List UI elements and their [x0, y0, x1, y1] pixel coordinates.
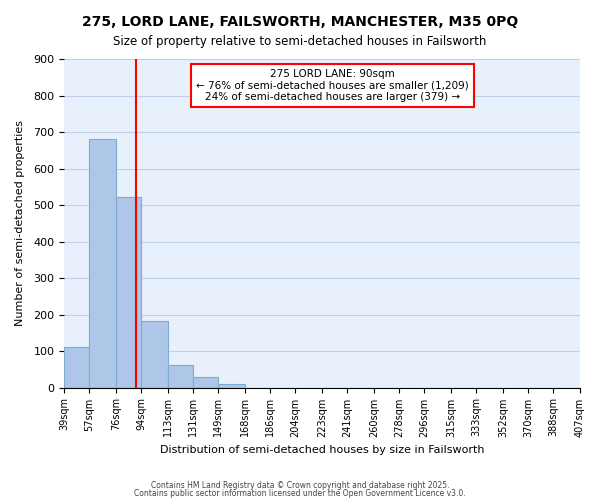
Text: 275, LORD LANE, FAILSWORTH, MANCHESTER, M35 0PQ: 275, LORD LANE, FAILSWORTH, MANCHESTER, … [82, 15, 518, 29]
Bar [64, 346, 89, 388]
Bar [116, 196, 141, 388]
Bar [193, 377, 218, 388]
Text: 275 LORD LANE: 90sqm
← 76% of semi-detached houses are smaller (1,209)
24% of se: 275 LORD LANE: 90sqm ← 76% of semi-detac… [196, 69, 469, 102]
X-axis label: Distribution of semi-detached houses by size in Failsworth: Distribution of semi-detached houses by … [160, 445, 484, 455]
Bar [218, 384, 245, 388]
Y-axis label: Number of semi-detached properties: Number of semi-detached properties [15, 120, 25, 326]
Bar [89, 139, 116, 388]
Text: Size of property relative to semi-detached houses in Failsworth: Size of property relative to semi-detach… [113, 35, 487, 48]
Text: Contains HM Land Registry data © Crown copyright and database right 2025.: Contains HM Land Registry data © Crown c… [151, 481, 449, 490]
Text: Contains public sector information licensed under the Open Government Licence v3: Contains public sector information licen… [134, 488, 466, 498]
Bar [141, 321, 168, 388]
Bar [168, 365, 193, 388]
